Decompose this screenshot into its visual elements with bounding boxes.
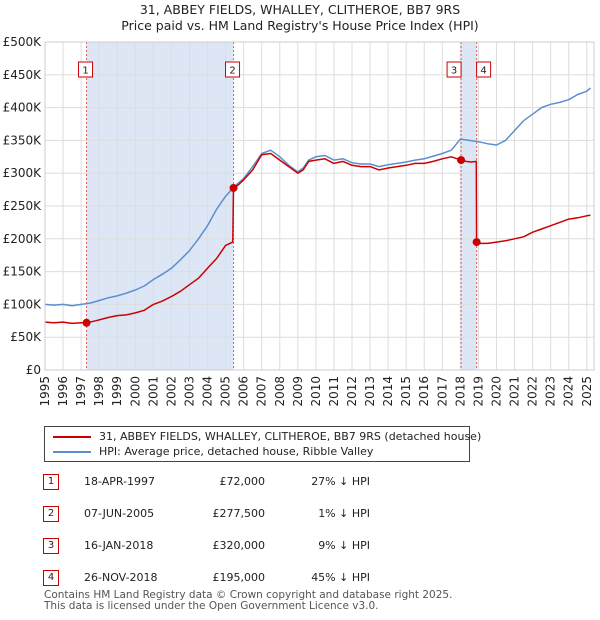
legend-item-hpi: HPI: Average price, detached house, Ribb…: [45, 444, 469, 460]
sale-row: 3 16-JAN-2018 £320,000 9% ↓ HPI: [0, 536, 600, 556]
sale-price: £72,000: [219, 475, 266, 488]
sale-badge: 3: [43, 538, 59, 554]
x-tick-label: 2023: [544, 376, 558, 407]
x-tick-label: 2010: [309, 376, 323, 407]
chart-subtitle: Price paid vs. HM Land Registry's House …: [121, 18, 479, 33]
x-tick-label: 2004: [201, 376, 215, 407]
sale-price: £195,000: [212, 571, 266, 584]
x-tick-label: 2019: [471, 376, 485, 407]
x-tick-label: 2017: [435, 376, 449, 407]
footer-licence: This data is licensed under the Open Gov…: [44, 600, 379, 612]
sale-label-box: [446, 61, 462, 78]
x-tick-label: 2025: [580, 376, 594, 407]
y-tick-label: £100K: [3, 297, 43, 311]
x-tick-label: 2021: [508, 376, 522, 407]
x-tick-label: 1995: [38, 376, 52, 407]
sale-point: [472, 238, 481, 247]
x-tick-label: 2015: [399, 376, 413, 407]
legend-swatch-property: [53, 436, 91, 438]
x-tick-label: 2016: [417, 376, 431, 407]
x-tick-label: 2002: [164, 376, 178, 407]
sale-row: 4 26-NOV-2018 £195,000 45% ↓ HPI: [0, 568, 600, 588]
x-tick-label: 1999: [110, 376, 124, 407]
sale-hpi-diff: 9% ↓ HPI: [318, 539, 370, 552]
y-tick-label: £50K: [10, 330, 42, 344]
sale-point: [457, 156, 466, 165]
x-tick-label: 2003: [182, 376, 196, 407]
x-tick-label: 2020: [489, 376, 503, 407]
x-tick-label: 2018: [453, 376, 467, 407]
chart-title: 31, ABBEY FIELDS, WHALLEY, CLITHEROE, BB…: [139, 2, 461, 17]
y-tick-label: £250K: [3, 199, 43, 213]
sale-date: 07-JUN-2005: [84, 507, 155, 520]
x-tick-label: 2007: [255, 376, 269, 407]
x-tick-label: 1998: [92, 376, 106, 407]
sale-label-number: 4: [480, 66, 486, 77]
legend-label-property: 31, ABBEY FIELDS, WHALLEY, CLITHEROE, BB…: [99, 430, 482, 443]
sale-point: [229, 183, 238, 192]
x-tick-label: 2013: [363, 376, 377, 407]
sale-label-number: 3: [451, 66, 457, 77]
x-tick-label: 2008: [273, 376, 287, 407]
y-tick-label: £350K: [3, 133, 43, 147]
sale-date: 18-APR-1997: [84, 475, 156, 488]
sale-point: [82, 318, 91, 327]
legend-item-property: 31, ABBEY FIELDS, WHALLEY, CLITHEROE, BB…: [45, 429, 481, 445]
sale-badge: 4: [43, 570, 59, 586]
sale-label-box: [225, 61, 241, 78]
y-tick-label: £300K: [3, 166, 43, 180]
sale-row: 1 18-APR-1997 £72,000 27% ↓ HPI: [0, 472, 600, 492]
y-tick-label: £450K: [3, 68, 43, 82]
sale-badge: 1: [43, 474, 59, 490]
y-tick-label: £200K: [3, 232, 43, 246]
sale-hpi-diff: 27% ↓ HPI: [311, 475, 370, 488]
y-tick-label: £400K: [3, 101, 43, 115]
sale-hpi-diff: 1% ↓ HPI: [318, 507, 370, 520]
footer: Contains HM Land Registry data © Crown c…: [44, 590, 452, 612]
sale-row: 2 07-JUN-2005 £277,500 1% ↓ HPI: [0, 504, 600, 524]
x-tick-label: 2000: [128, 376, 142, 407]
legend-swatch-hpi: [53, 451, 91, 453]
sale-label-box: [476, 61, 492, 78]
sale-date: 16-JAN-2018: [84, 539, 154, 552]
series-line: [44, 152, 591, 325]
y-tick-label: £0: [26, 363, 41, 377]
sale-badge: 2: [43, 506, 59, 522]
x-tick-label: 2022: [526, 376, 540, 407]
x-tick-label: 2024: [562, 376, 576, 407]
sale-hpi-diff: 45% ↓ HPI: [311, 571, 370, 584]
y-tick-label: £500K: [3, 35, 43, 49]
footer-copyright: Contains HM Land Registry data © Crown c…: [44, 589, 453, 601]
price-chart: 1 2 3 4 £0 £50K £100K £150K £200K £250K £300K £350…: [3, 35, 595, 407]
x-tick-label: 1997: [74, 376, 88, 407]
x-tick-label: 2009: [291, 376, 305, 407]
sale-label-number: 2: [229, 66, 235, 77]
x-tick-label: 2014: [381, 376, 395, 407]
legend-label-hpi: HPI: Average price, detached house, Ribb…: [99, 445, 374, 458]
sale-label-number: 1: [82, 66, 88, 77]
x-tick-label: 2006: [237, 376, 251, 407]
sale-price: £320,000: [212, 539, 266, 552]
y-tick-label: £150K: [3, 265, 43, 279]
x-tick-label: 2001: [146, 376, 160, 407]
series-line: [44, 87, 591, 307]
x-tick-label: 2011: [327, 376, 341, 407]
x-tick-label: 2005: [219, 376, 233, 407]
chart-legend: 31, ABBEY FIELDS, WHALLEY, CLITHEROE, BB…: [44, 426, 481, 462]
x-tick-label: 2012: [345, 376, 359, 407]
sale-label-box: [78, 61, 94, 78]
x-tick-label: 1996: [56, 376, 70, 407]
sale-date: 26-NOV-2018: [84, 571, 158, 584]
plot-border: [44, 41, 595, 371]
sale-price: £277,500: [212, 507, 266, 520]
